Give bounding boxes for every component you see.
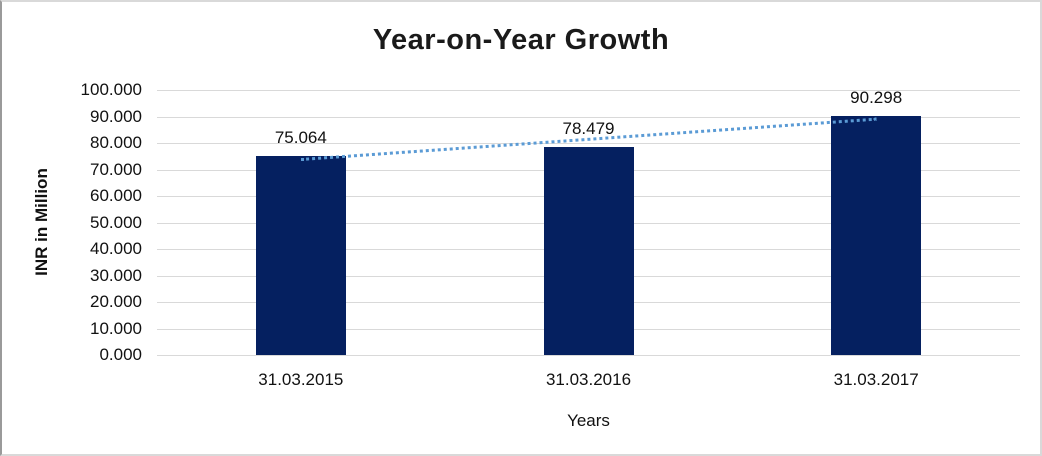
y-tick-label: 60.000 [90, 186, 142, 205]
gridline [157, 355, 1020, 356]
y-tick-label: 90.000 [90, 106, 142, 126]
y-tick-label: 80.000 [90, 133, 142, 152]
data-label: 78.479 [562, 119, 615, 139]
y-tick-label: 30.000 [90, 265, 142, 285]
y-tick-label: 70.000 [90, 159, 142, 179]
y-tick-label: 10.000 [90, 318, 142, 338]
x-tick-label: 31.03.2015 [258, 370, 344, 389]
y-tick-label: 0.000 [99, 345, 142, 364]
gridline [157, 90, 1020, 91]
x-tick-label: 31.03.2017 [833, 370, 919, 389]
y-tick-label: 100.000 [80, 80, 142, 99]
data-label: 75.064 [274, 128, 327, 148]
data-label: 90.298 [850, 87, 903, 107]
y-tick-label: 40.000 [90, 239, 142, 258]
x-axis-title: Years [567, 411, 610, 430]
chart-title: Year-on-Year Growth [372, 24, 670, 56]
bar [543, 147, 634, 355]
bar [831, 115, 922, 355]
gridline [157, 116, 1020, 118]
y-tick-label: 50.000 [90, 212, 142, 232]
gridline [157, 143, 1020, 144]
bar [255, 156, 346, 355]
y-tick-label: 20.000 [90, 292, 142, 311]
x-tick-label: 31.03.2016 [545, 370, 632, 389]
